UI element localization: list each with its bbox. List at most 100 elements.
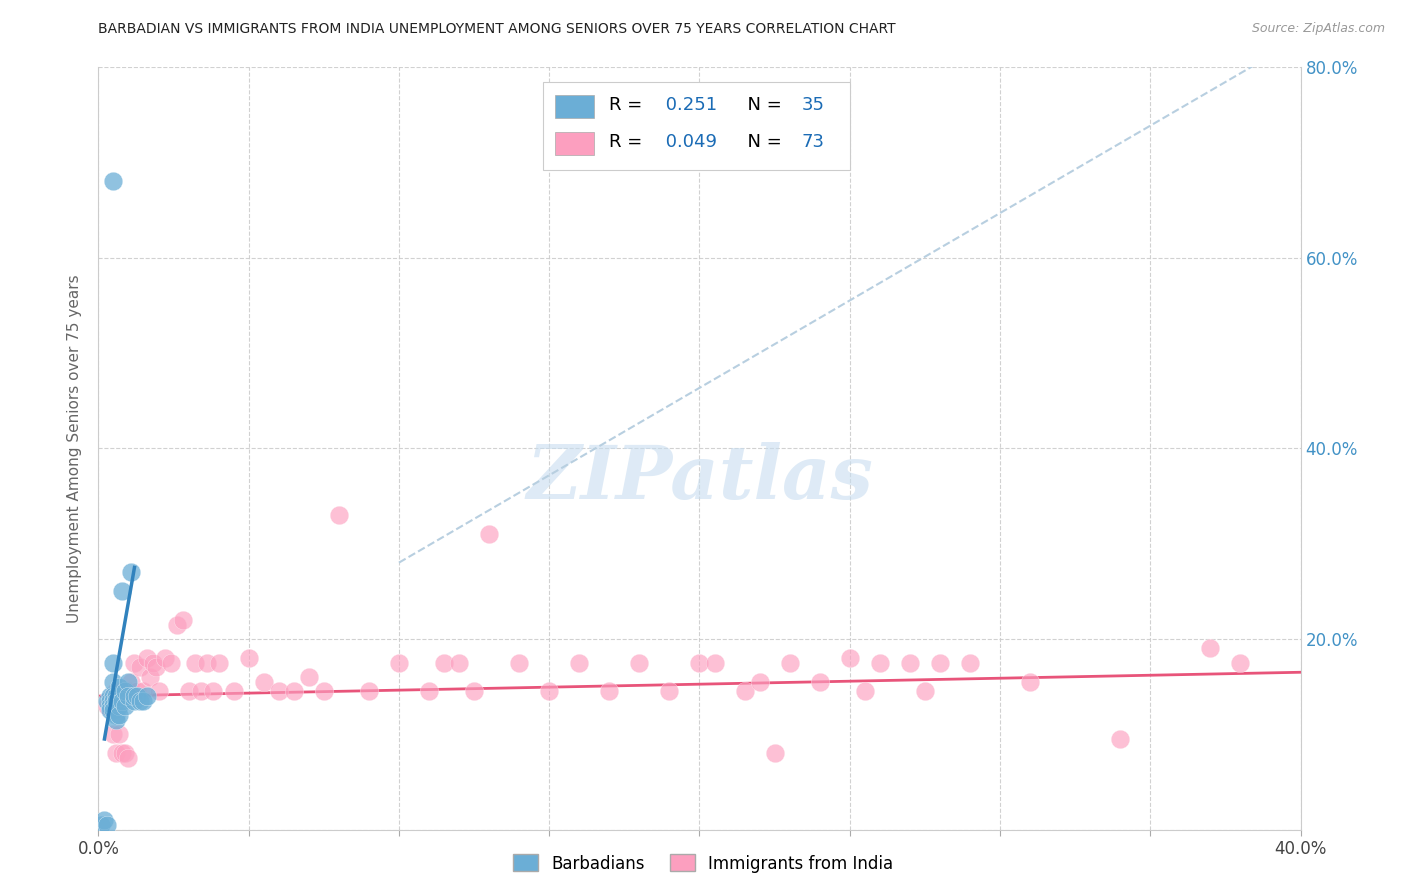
Point	[1019, 674, 1042, 689]
Point	[103, 698, 125, 713]
Point	[959, 656, 981, 670]
Point	[108, 680, 131, 694]
Point	[103, 689, 125, 703]
Point	[159, 656, 181, 670]
Point	[138, 670, 160, 684]
Point	[869, 656, 891, 670]
Point	[388, 656, 411, 670]
Text: ZIPatlas: ZIPatlas	[526, 442, 873, 515]
Point	[734, 684, 756, 698]
Point	[96, 698, 118, 713]
Point	[748, 674, 770, 689]
Point	[195, 656, 218, 670]
Text: BARBADIAN VS IMMIGRANTS FROM INDIA UNEMPLOYMENT AMONG SENIORS OVER 75 YEARS CORR: BARBADIAN VS IMMIGRANTS FROM INDIA UNEMP…	[98, 22, 896, 37]
Text: 73: 73	[801, 133, 825, 151]
Point	[124, 656, 146, 670]
Text: N =: N =	[735, 133, 787, 151]
Point	[121, 674, 143, 689]
Point	[914, 684, 936, 698]
Point	[141, 656, 163, 670]
Point	[108, 708, 131, 723]
Point	[779, 656, 801, 670]
FancyBboxPatch shape	[555, 132, 593, 154]
FancyBboxPatch shape	[543, 82, 849, 169]
Point	[121, 565, 143, 579]
Text: 0.251: 0.251	[659, 96, 717, 114]
Point	[111, 584, 134, 599]
Point	[703, 656, 725, 670]
Point	[153, 651, 176, 665]
Point	[129, 694, 152, 708]
Point	[117, 689, 139, 703]
Point	[135, 651, 157, 665]
Point	[108, 727, 131, 741]
Point	[111, 746, 134, 760]
Point	[127, 684, 149, 698]
Point	[689, 656, 711, 670]
Point	[478, 527, 501, 541]
Text: Source: ZipAtlas.com: Source: ZipAtlas.com	[1251, 22, 1385, 36]
Point	[177, 684, 200, 698]
Point	[93, 813, 115, 827]
Point	[190, 684, 212, 698]
Point	[658, 684, 681, 698]
Point	[127, 689, 149, 703]
Point	[90, 818, 112, 832]
Point	[1109, 731, 1132, 746]
Point	[129, 660, 152, 674]
Point	[103, 703, 125, 717]
Point	[568, 656, 591, 670]
Point	[108, 689, 131, 703]
Point	[166, 617, 188, 632]
Point	[100, 698, 122, 713]
Point	[108, 698, 131, 713]
Point	[312, 684, 335, 698]
Point	[238, 651, 260, 665]
Point	[267, 684, 290, 698]
Point	[100, 694, 122, 708]
Point	[628, 656, 651, 670]
FancyBboxPatch shape	[555, 95, 593, 118]
Point	[898, 656, 921, 670]
Point	[463, 684, 485, 698]
Text: R =: R =	[609, 133, 648, 151]
Point	[298, 670, 321, 684]
Point	[598, 684, 620, 698]
Point	[148, 684, 170, 698]
Text: 35: 35	[801, 96, 825, 114]
Point	[111, 694, 134, 708]
Point	[1229, 656, 1251, 670]
Point	[838, 651, 860, 665]
Point	[135, 689, 157, 703]
Point	[117, 674, 139, 689]
Point	[114, 698, 136, 713]
Point	[538, 684, 561, 698]
Point	[433, 656, 456, 670]
Point	[105, 708, 128, 723]
Point	[111, 684, 134, 698]
Point	[103, 674, 125, 689]
Text: N =: N =	[735, 96, 787, 114]
Point	[508, 656, 530, 670]
Point	[96, 818, 118, 832]
Point	[124, 689, 146, 703]
Point	[96, 694, 118, 708]
Point	[1199, 641, 1222, 656]
Point	[201, 684, 224, 698]
Text: R =: R =	[609, 96, 648, 114]
Y-axis label: Unemployment Among Seniors over 75 years: Unemployment Among Seniors over 75 years	[67, 274, 83, 623]
Text: 0.049: 0.049	[659, 133, 717, 151]
Point	[105, 684, 128, 698]
Point	[208, 656, 231, 670]
Point	[222, 684, 245, 698]
Point	[117, 751, 139, 765]
Point	[172, 613, 194, 627]
Point	[853, 684, 876, 698]
Point	[117, 684, 139, 698]
Point	[105, 694, 128, 708]
Point	[132, 694, 155, 708]
Point	[114, 684, 136, 698]
Point	[145, 660, 167, 674]
Point	[132, 684, 155, 698]
Point	[114, 746, 136, 760]
